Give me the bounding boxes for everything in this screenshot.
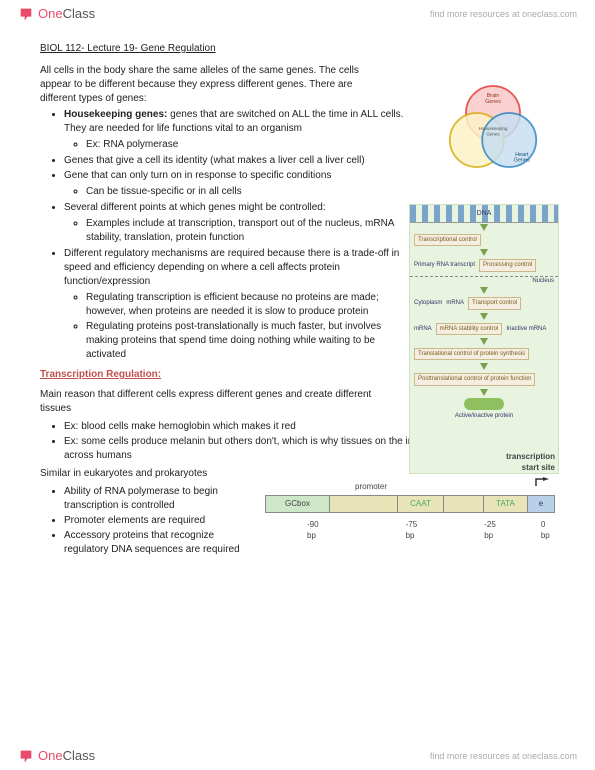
bullet-item: Accessory proteins that recognize regula… [64, 529, 250, 557]
brand-logo: OneClass [18, 5, 95, 23]
tss-label: transcriptionstart site [265, 451, 555, 473]
flow-arrow-icon [480, 338, 488, 345]
flow-arrow-icon [480, 224, 488, 231]
flow-row: Transcriptional control [410, 232, 558, 248]
bullet-item: Genes that give a cell its identity (wha… [64, 154, 404, 168]
flow-arrow-icon [480, 249, 488, 256]
bullet-item: Housekeeping genes: genes that are switc… [64, 108, 404, 152]
bp-mark: 0 bp [541, 519, 555, 541]
sub-bullet: Regulating transcription is efficient be… [86, 291, 404, 319]
sub-bullet: Ex: RNA polymerase [86, 138, 404, 152]
caat-box: CAAT [398, 496, 444, 512]
flow-row: Translational control of protein synthes… [410, 346, 558, 362]
footer-bar: OneClass find more resources at oneclass… [0, 742, 595, 770]
promoter-track: GCbox CAAT TATA e [265, 495, 555, 513]
header-bar: OneClass find more resources at oneclass… [0, 0, 595, 28]
section2-para: Main reason that different cells express… [40, 388, 380, 416]
flow-row: Primary RNA transcriptProcessing control [410, 257, 558, 273]
spacer [330, 496, 398, 512]
sub-bullet: Can be tissue-specific or in all cells [86, 185, 404, 199]
brand-logo: OneClass [18, 747, 95, 765]
flow-control-box: mRNA stability control [436, 323, 503, 335]
exon-box: e [528, 496, 554, 512]
footer-tagline: find more resources at oneclass.com [430, 750, 577, 763]
brand-text: OneClass [38, 747, 95, 765]
venn-diagram: Brain Genes Housekeeping Genes Heart Gen… [439, 80, 547, 182]
flow-control-box: Transcriptional control [414, 234, 481, 246]
svg-text:Genes: Genes [485, 99, 501, 105]
bullet-item: Different regulatory mechanisms are requ… [64, 247, 404, 362]
flow-control-box: Processing control [479, 259, 536, 271]
bp-mark: -25 bp [484, 519, 505, 541]
logo-icon [18, 6, 34, 22]
header-tagline: find more resources at oneclass.com [430, 8, 577, 21]
flow-arrow-icon [480, 363, 488, 370]
bullet-item: Promoter elements are required [64, 514, 250, 528]
bullet-item: Gene that can only turn on in response t… [64, 169, 404, 199]
flow-row: mRNAmRNA stability controlInactive mRNA [410, 321, 558, 337]
svg-text:Housekeeping: Housekeeping [479, 126, 508, 131]
bp-mark: -75 bp [406, 519, 427, 541]
brand-text: OneClass [38, 5, 95, 23]
svg-text:Genes: Genes [486, 132, 500, 137]
gcbox: GCbox [266, 496, 330, 512]
bp-mark: -90 bp [307, 519, 328, 541]
bullet-item: Several different points at which genes … [64, 201, 404, 245]
page-content: BIOL 112- Lecture 19- Gene Regulation Al… [0, 28, 595, 589]
promoter-diagram: transcriptionstart site promoter GCbox C… [265, 451, 555, 541]
tata-box: TATA [484, 496, 528, 512]
flow-arrow-icon [480, 389, 488, 396]
flow-arrow-icon [480, 313, 488, 320]
spacer [444, 496, 484, 512]
flow-row: Posttranslational control of protein fun… [410, 371, 558, 387]
flow-control-box: Transport control [468, 297, 521, 309]
flow-dna-label: DNA [410, 205, 558, 223]
tss-arrow-icon [535, 477, 549, 487]
promoter-label: promoter [355, 481, 555, 492]
intro-paragraph: All cells in the body share the same all… [40, 64, 390, 106]
bullet-item: Ability of RNA polymerase to begin trans… [64, 485, 250, 513]
sub-bullet: Examples include at transcription, trans… [86, 217, 404, 245]
flow-control-box: Posttranslational control of protein fun… [414, 373, 535, 385]
venn-top-label: Brain [487, 93, 500, 99]
flow-control-box: Translational control of protein synthes… [414, 348, 529, 360]
doc-title: BIOL 112- Lecture 19- Gene Regulation [40, 42, 555, 56]
bp-scale: -90 bp -75 bp -25 bp 0 bp [265, 519, 555, 541]
logo-icon [18, 748, 34, 764]
gene-expression-flow-diagram: DNA Transcriptional control Primary RNA t… [409, 204, 559, 474]
sub-bullet: Regulating proteins post-translationally… [86, 320, 404, 362]
svg-text:Genes: Genes [514, 158, 530, 164]
section3-bullets: Ability of RNA polymerase to begin trans… [40, 485, 250, 557]
flow-arrow-icon [480, 287, 488, 294]
flow-row: CytoplasmmRNATransport control [410, 295, 558, 311]
